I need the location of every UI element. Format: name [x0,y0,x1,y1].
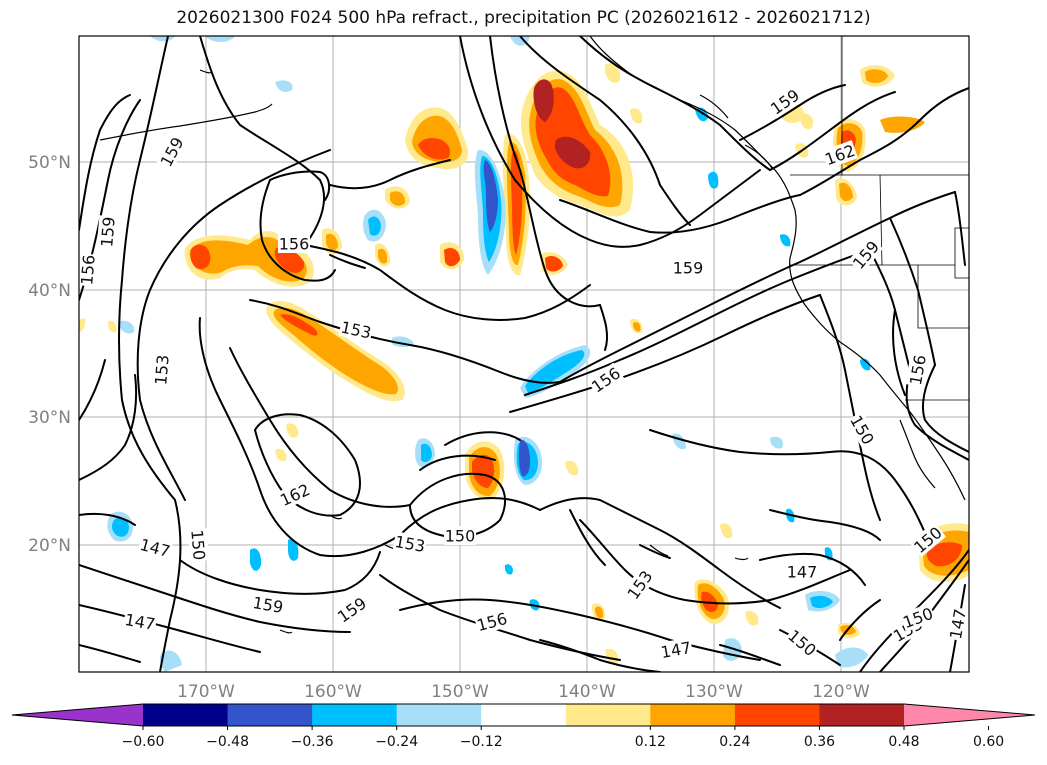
colorbar-tick-label: 0.12 [635,734,666,750]
colorbar-segment [396,704,482,726]
lat-label: 20°N [28,536,71,556]
contour-label: 156 [77,253,99,287]
colorbar-tick-label: −0.12 [460,734,503,750]
contour-label-halo [278,234,310,253]
refractivity-contours [79,36,969,672]
colorbar-tick-label: 0.24 [719,734,750,750]
contour-label-text: 150 [445,527,476,546]
contour-label: 153 [338,316,374,343]
contour-label-halo [672,258,704,277]
contour-label-halo [444,526,476,545]
contour-label: 159 [155,133,188,171]
contour-label-halo [587,362,625,397]
contour-label-halo [622,566,657,604]
colorbar-tick-label: 0.60 [973,734,1004,750]
contour-label: 159 [96,215,119,249]
contour-label-text: 159 [97,216,119,248]
longitude-labels: 170°W 160°W 150°W 140°W 130°W 120°W [177,682,870,702]
latitude-labels: 50°N 40°N 30°N 20°N [28,153,71,556]
contour-label-text: 153 [151,354,173,386]
precip-shading [79,36,969,672]
contour-label-halo [945,606,969,642]
lat-label: 40°N [28,281,71,301]
colorbar: −0.60 −0.48 −0.36 −0.24 −0.12 0.12 0.24 0.36 0.4… [11,703,1036,750]
contour-label: 156 [905,352,930,388]
colorbar-segment [312,704,398,726]
lon-label: 140°W [558,682,616,702]
contour-label-halo [276,479,314,510]
contour-label-halo [846,411,879,449]
colorbar-tick-label: −0.60 [122,734,165,750]
contour-label: 150 [444,526,476,546]
contour-label: 150 [187,528,210,562]
contour-label-halo [392,531,428,556]
contour-label-halo [333,592,371,627]
contour-label-text: 147 [946,607,970,640]
contour-label-halo [79,253,99,287]
colorbar-extend-max [904,704,1035,726]
contour-label: 159 [672,258,704,278]
contour-label-halo [155,133,188,171]
colorbar-tick-label: −0.36 [291,734,334,750]
contour-label: 147 [945,606,970,642]
contour-label-halo [658,637,694,662]
contour-label-halo [783,625,821,661]
lon-label: 150°W [431,682,489,702]
colorbar-tick-label: 0.48 [888,734,919,750]
contour-label: 147 [137,534,174,561]
colorbar-segment [650,704,736,726]
contour-label-halo [909,522,947,558]
contour-label-halo [150,353,173,387]
contour-label: 147 [786,562,818,582]
contour-label: 159 [250,592,286,617]
contour-label-halo [122,609,158,634]
contour-label-halo [250,592,286,617]
contour-label-halo [899,603,937,632]
lat-label: 30°N [28,408,71,428]
lon-label: 130°W [685,682,743,702]
contour-label-halo [338,316,374,343]
contour-label: 156 [278,234,310,254]
contour-label: 153 [392,531,428,556]
contour-label-text: 156 [77,254,99,286]
colorbar-extend-min [12,704,143,726]
colorbar-segment [143,704,229,726]
contour-label-text: 147 [787,563,818,582]
contour-label: 147 [122,609,158,634]
contour-label-text: 159 [673,259,704,278]
map-title: 2026021300 F024 500 hPa refract., precip… [176,8,871,28]
contour-label-halo [137,534,174,561]
contour-label-halo [96,215,119,249]
contour-label-halo [905,352,930,388]
lat-label: 50°N [28,153,71,173]
colorbar-tick-label: −0.48 [206,734,249,750]
contour-label-text: 150 [187,529,209,561]
colorbar-tick-label: 0.36 [804,734,835,750]
lon-label: 120°W [812,682,870,702]
contour-label-halo [187,528,210,562]
colorbar-segment [819,704,905,726]
contour-label-halo [786,562,818,581]
contour-label-halo [473,608,510,635]
colorbar-segment [227,704,313,726]
contour-label-halo [766,84,804,119]
contour-label: 153 [150,353,173,387]
colorbar-segment [565,704,651,726]
contour-label-text: 156 [279,235,310,254]
lon-label: 170°W [177,682,235,702]
colorbar-segment [734,704,820,726]
contour-label-halo [821,140,859,169]
lon-label: 160°W [304,682,362,702]
colorbar-segment [481,704,567,726]
map-frame [78,35,970,673]
contour-label-halo [848,236,884,274]
colorbar-tick-label: −0.24 [375,734,418,750]
